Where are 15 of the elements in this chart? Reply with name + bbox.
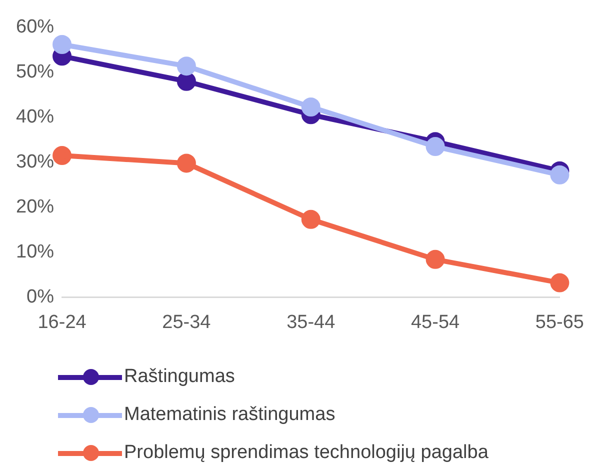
- y-tick-label: 0%: [26, 286, 54, 308]
- x-tick-label: 25-34: [162, 312, 212, 333]
- legend-label: Problemų sprendimas technologijų pagalba: [124, 442, 488, 464]
- y-tick-label: 60%: [16, 16, 54, 38]
- y-tick-label: 50%: [16, 62, 54, 83]
- legend-label: Matematinis raštingumas: [124, 404, 336, 426]
- x-tick-label: 35-44: [286, 312, 336, 333]
- y-tick-label: 10%: [16, 241, 54, 262]
- y-tick-label: 30%: [16, 152, 54, 173]
- y-tick-label: 20%: [16, 196, 54, 218]
- x-tick-label: 55-65: [535, 312, 584, 333]
- legend-label: Raštingumas: [124, 366, 235, 388]
- x-tick-label: 45-54: [410, 312, 460, 333]
- x-tick-label: 16-24: [38, 312, 87, 333]
- y-tick-label: 40%: [16, 106, 54, 128]
